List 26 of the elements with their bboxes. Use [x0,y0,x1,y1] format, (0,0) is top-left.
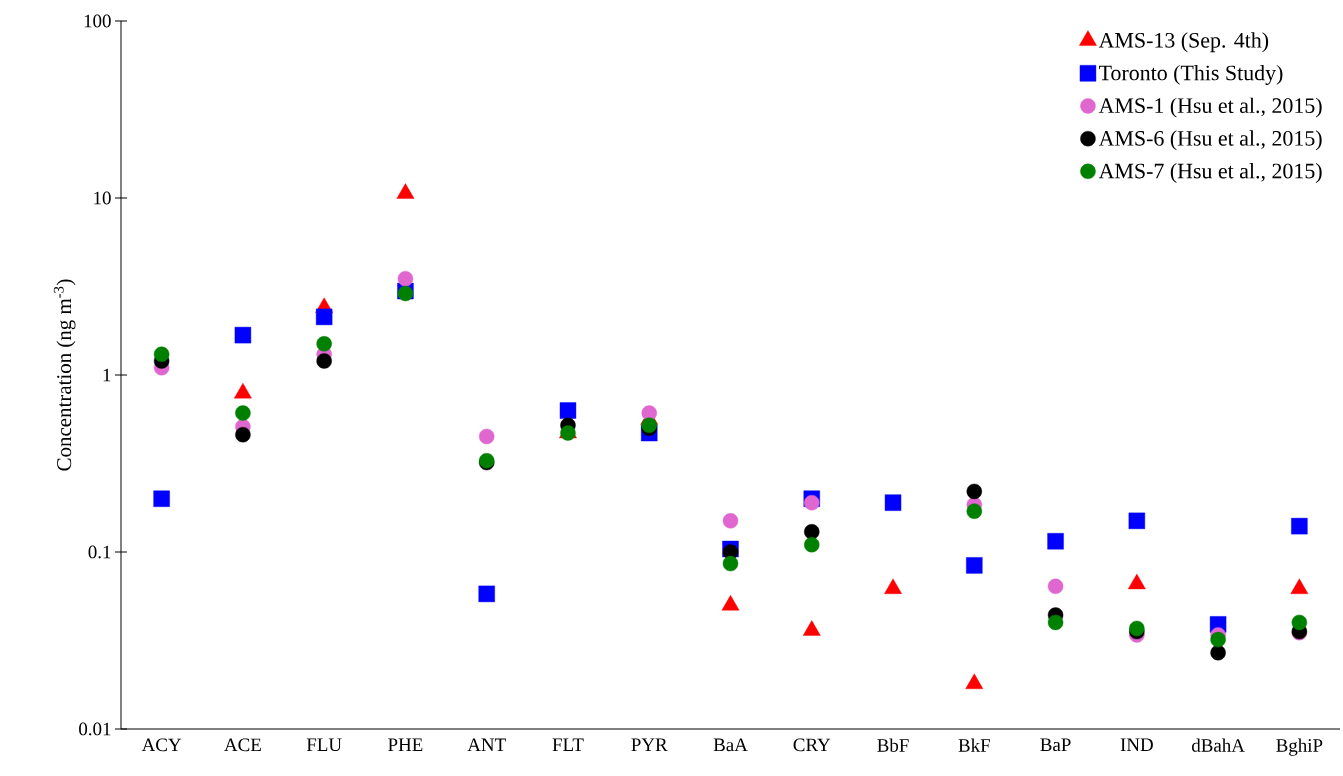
x-tick-label: ACE [224,738,261,752]
legend-label: Toronto (This Study) [1099,64,1283,85]
x-tick-label: PYR [631,738,668,751]
x-tick-label: ACY [141,738,182,752]
y-tick-label: 0.1 [88,545,111,559]
x-tick-label: BbF [877,738,909,752]
x-tick-label: FLT [552,738,584,751]
x-tick-label: BaA [713,738,748,752]
x-tick-label: CRY [793,738,831,752]
legend-label: AMS-1 (Hsu et al., 2015) [1098,97,1322,118]
y-tick-label: 10 [94,191,111,205]
x-tick-label: IND [1120,738,1153,751]
y-axis-title: Concentration (ng m$^{-3}$) [53,279,76,471]
x-tick-label: BghiP [1276,738,1323,756]
y-tick-label: 100 [84,14,111,28]
y-tick-label: 0.01 [79,722,111,736]
x-tick-label: BaP [1040,738,1071,752]
y-tick-label: 1 [103,368,111,382]
x-tick-label: dBahA [1191,738,1245,752]
x-tick-label: ANT [467,738,506,752]
legend-label: AMS-13 (Sep. 4th) [1098,32,1269,53]
x-tick-label: BkF [958,738,990,752]
x-tick-label: FLU [306,738,342,752]
x-tick-label: PHE [388,738,423,751]
legend-label: AMS-6 (Hsu et al., 2015) [1098,130,1322,151]
legend-label: AMS-7 (Hsu et al., 2015) [1098,163,1322,183]
